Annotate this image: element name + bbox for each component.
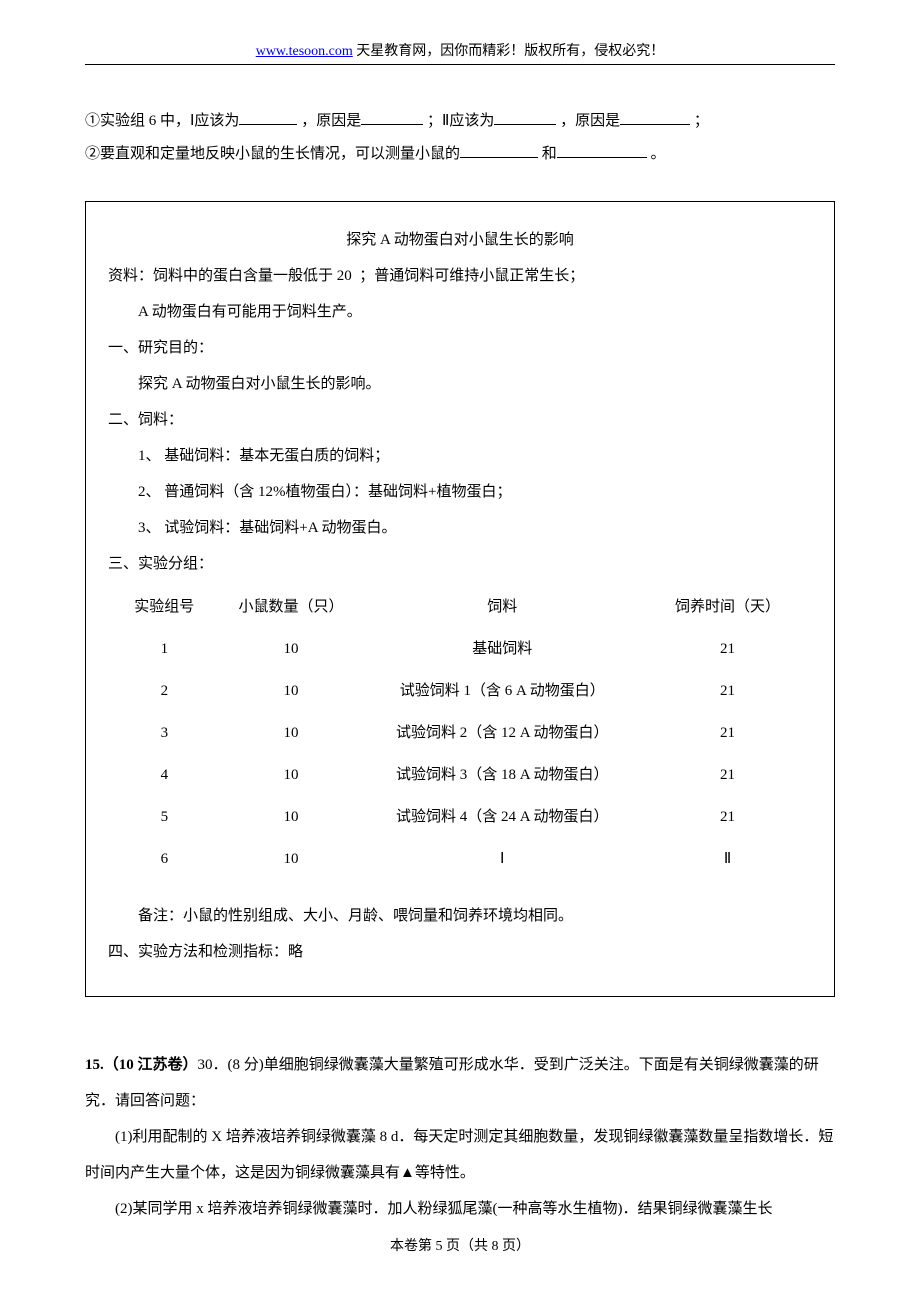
box-s3-label: 三、实验分组： bbox=[108, 546, 812, 582]
q15-stem: 15.（10 江苏卷）30．(8 分)单细胞铜绿微囊藻大量繁殖可形成水华．受到广… bbox=[85, 1047, 835, 1119]
question-line-1: ①实验组 6 中，Ⅰ应该为 ，原因是 ；Ⅱ应该为 ，原因是 ； bbox=[85, 105, 835, 138]
box-s2-label: 二、饲料： bbox=[108, 402, 812, 438]
box-s1-content: 探究 A 动物蛋白对小鼠生长的影响。 bbox=[108, 366, 812, 402]
table-cell: 21 bbox=[643, 796, 812, 838]
experiment-box: 探究 A 动物蛋白对小鼠生长的影响 资料：饲料中的蛋白含量一般低于 20 ；普通… bbox=[85, 201, 835, 997]
table-cell: 试验饲料 4（含 24 A 动物蛋白） bbox=[361, 796, 643, 838]
q15-prefix: 15.（10 江苏卷） bbox=[85, 1057, 198, 1073]
table-row: 4 10 试验饲料 3（含 18 A 动物蛋白） 21 bbox=[108, 754, 812, 796]
blank-6 bbox=[557, 142, 647, 158]
table-header: 小鼠数量（只） bbox=[221, 586, 362, 628]
table-cell: 1 bbox=[108, 628, 221, 670]
table-cell: Ⅱ bbox=[643, 838, 812, 880]
table-cell: 10 bbox=[221, 712, 362, 754]
q1-seg-a: ①实验组 6 中，Ⅰ应该为 bbox=[85, 113, 239, 129]
table-cell: 6 bbox=[108, 838, 221, 880]
box-material-1: 资料：饲料中的蛋白含量一般低于 20 ；普通饲料可维持小鼠正常生长； bbox=[108, 258, 812, 294]
table-header-row: 实验组号 小鼠数量（只） 饲料 饲养时间（天） bbox=[108, 586, 812, 628]
q1-seg-b: ，原因是 bbox=[301, 113, 361, 129]
box-s2-item-2: 2、 普通饲料（含 12%植物蛋白）：基础饲料+植物蛋白； bbox=[108, 474, 812, 510]
box-s2-item-1: 1、 基础饲料：基本无蛋白质的饲料； bbox=[108, 438, 812, 474]
table-cell: 试验饲料 3（含 18 A 动物蛋白） bbox=[361, 754, 643, 796]
table-cell: 10 bbox=[221, 796, 362, 838]
box-s1-label: 一、研究目的： bbox=[108, 330, 812, 366]
blank-4 bbox=[620, 109, 690, 125]
table-row: 5 10 试验饲料 4（含 24 A 动物蛋白） 21 bbox=[108, 796, 812, 838]
table-cell: 21 bbox=[643, 754, 812, 796]
table-header: 饲养时间（天） bbox=[643, 586, 812, 628]
table-cell: 试验饲料 2（含 12 A 动物蛋白） bbox=[361, 712, 643, 754]
table-header: 实验组号 bbox=[108, 586, 221, 628]
page: www.tesoon.com 天星教育网，因你而精彩！版权所有，侵权必究！ ①实… bbox=[0, 0, 920, 1302]
blank-1 bbox=[239, 109, 297, 125]
table-cell: 2 bbox=[108, 670, 221, 712]
table-row: 3 10 试验饲料 2（含 12 A 动物蛋白） 21 bbox=[108, 712, 812, 754]
table-cell: 10 bbox=[221, 670, 362, 712]
question-line-2: ②要直观和定量地反映小鼠的生长情况，可以测量小鼠的 和 。 bbox=[85, 138, 835, 171]
table-cell: 21 bbox=[643, 670, 812, 712]
table-cell: Ⅰ bbox=[361, 838, 643, 880]
q1-seg-c: ；Ⅱ应该为 bbox=[427, 113, 494, 129]
q1-seg2-b: 和 bbox=[542, 146, 557, 162]
table-cell: 基础饲料 bbox=[361, 628, 643, 670]
table-cell: 21 bbox=[643, 712, 812, 754]
question-15: 15.（10 江苏卷）30．(8 分)单细胞铜绿微囊藻大量繁殖可形成水华．受到广… bbox=[85, 1047, 835, 1227]
box-note: 备注：小鼠的性别组成、大小、月龄、喂饲量和饲养环境均相同。 bbox=[108, 898, 812, 934]
experiment-table: 实验组号 小鼠数量（只） 饲料 饲养时间（天） 1 10 基础饲料 21 2 1… bbox=[108, 586, 812, 880]
table-cell: 5 bbox=[108, 796, 221, 838]
table-cell: 10 bbox=[221, 628, 362, 670]
header-divider bbox=[85, 64, 835, 65]
blank-3 bbox=[494, 109, 556, 125]
q15-p1: (1)利用配制的 X 培养液培养铜绿微囊藻 8 d．每天定时测定其细胞数量，发现… bbox=[85, 1119, 835, 1191]
blank-2 bbox=[361, 109, 423, 125]
box-s4-label: 四、实验方法和检测指标：略 bbox=[108, 934, 812, 970]
header-text: 天星教育网，因你而精彩！版权所有，侵权必究！ bbox=[353, 44, 665, 59]
table-cell: 10 bbox=[221, 838, 362, 880]
table-row: 2 10 试验饲料 1（含 6 A 动物蛋白） 21 bbox=[108, 670, 812, 712]
table-cell: 21 bbox=[643, 628, 812, 670]
q1-seg-e: ； bbox=[694, 113, 709, 129]
header-url-link[interactable]: www.tesoon.com bbox=[256, 44, 353, 59]
q1-seg2-c: 。 bbox=[651, 146, 666, 162]
page-footer: 本卷第 5 页（共 8 页） bbox=[85, 1235, 835, 1255]
table-cell: 试验饲料 1（含 6 A 动物蛋白） bbox=[361, 670, 643, 712]
blank-5 bbox=[460, 142, 538, 158]
header: www.tesoon.com 天星教育网，因你而精彩！版权所有，侵权必究！ bbox=[85, 40, 835, 60]
table-cell: 10 bbox=[221, 754, 362, 796]
box-title: 探究 A 动物蛋白对小鼠生长的影响 bbox=[108, 222, 812, 258]
table-row: 1 10 基础饲料 21 bbox=[108, 628, 812, 670]
table-cell: 4 bbox=[108, 754, 221, 796]
q1-seg-d: ，原因是 bbox=[560, 113, 620, 129]
q1-seg2-a: ②要直观和定量地反映小鼠的生长情况，可以测量小鼠的 bbox=[85, 146, 460, 162]
table-row: 6 10 Ⅰ Ⅱ bbox=[108, 838, 812, 880]
q15-p2: (2)某同学用 x 培养液培养铜绿微囊藻时．加人粉绿狐尾藻(一种高等水生植物)．… bbox=[85, 1191, 835, 1227]
table-header: 饲料 bbox=[361, 586, 643, 628]
table-cell: 3 bbox=[108, 712, 221, 754]
box-s2-item-3: 3、 试验饲料：基础饲料+A 动物蛋白。 bbox=[108, 510, 812, 546]
box-material-2: A 动物蛋白有可能用于饲料生产。 bbox=[108, 294, 812, 330]
